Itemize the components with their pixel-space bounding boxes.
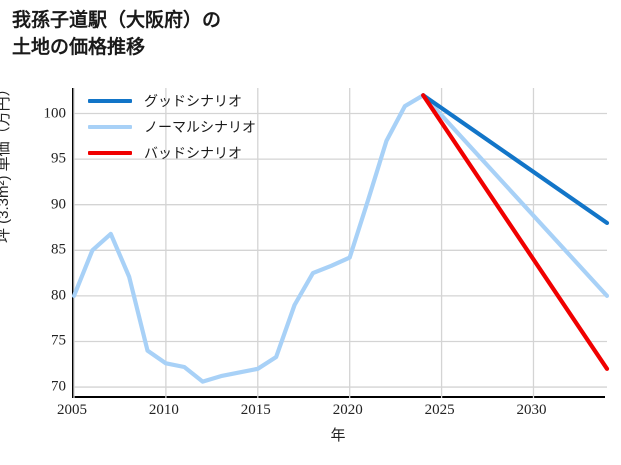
x-tick-label: 2005 xyxy=(57,402,87,418)
y-tick-label: 95 xyxy=(51,150,66,167)
x-tick-label: 2020 xyxy=(332,402,363,418)
page-title: 我孫子道駅（大阪府）の 土地の価格推移 xyxy=(12,10,222,58)
y-axis-label: 坪 (3.3m²) 単価（万円） xyxy=(0,81,12,243)
y-tick-label: 85 xyxy=(51,241,66,258)
series-line-ノーマルシナリオ xyxy=(71,93,610,384)
data-series xyxy=(71,93,610,384)
legend-item-label: ノーマルシナリオ xyxy=(144,119,256,135)
y-tick-label: 90 xyxy=(51,196,66,213)
x-tick-label: 2015 xyxy=(240,402,271,418)
line-swatch-icon xyxy=(88,98,132,104)
x-tick-label: 2025 xyxy=(424,402,455,418)
plot-area xyxy=(71,88,610,398)
series-line-グッドシナリオ xyxy=(421,93,610,226)
x-tick-label: 2010 xyxy=(148,402,179,418)
legend-item-label: グッドシナリオ xyxy=(144,93,242,109)
line-swatch-icon xyxy=(88,150,132,156)
line-swatch-icon xyxy=(88,124,132,130)
y-axis-ticks: 70 75 80 85 90 95 100 xyxy=(0,0,67,465)
x-axis-label: 年 xyxy=(330,427,346,444)
x-tick-label: 2030 xyxy=(516,402,547,418)
y-tick-label: 100 xyxy=(43,105,67,122)
legend-item[interactable]: ノーマルシナリオ xyxy=(88,118,256,136)
legend-item[interactable]: バッドシナリオ xyxy=(88,144,256,162)
chart-legend: グッドシナリオ ノーマルシナリオ バッドシナリオ xyxy=(88,92,256,162)
legend-item-label: バッドシナリオ xyxy=(144,145,242,161)
y-tick-label: 75 xyxy=(51,332,66,349)
legend-item[interactable]: グッドシナリオ xyxy=(88,92,256,110)
y-tick-label: 80 xyxy=(51,287,66,304)
y-tick-label: 70 xyxy=(51,378,66,395)
grid-lines xyxy=(73,88,607,398)
series-line-バッドシナリオ xyxy=(421,93,610,371)
